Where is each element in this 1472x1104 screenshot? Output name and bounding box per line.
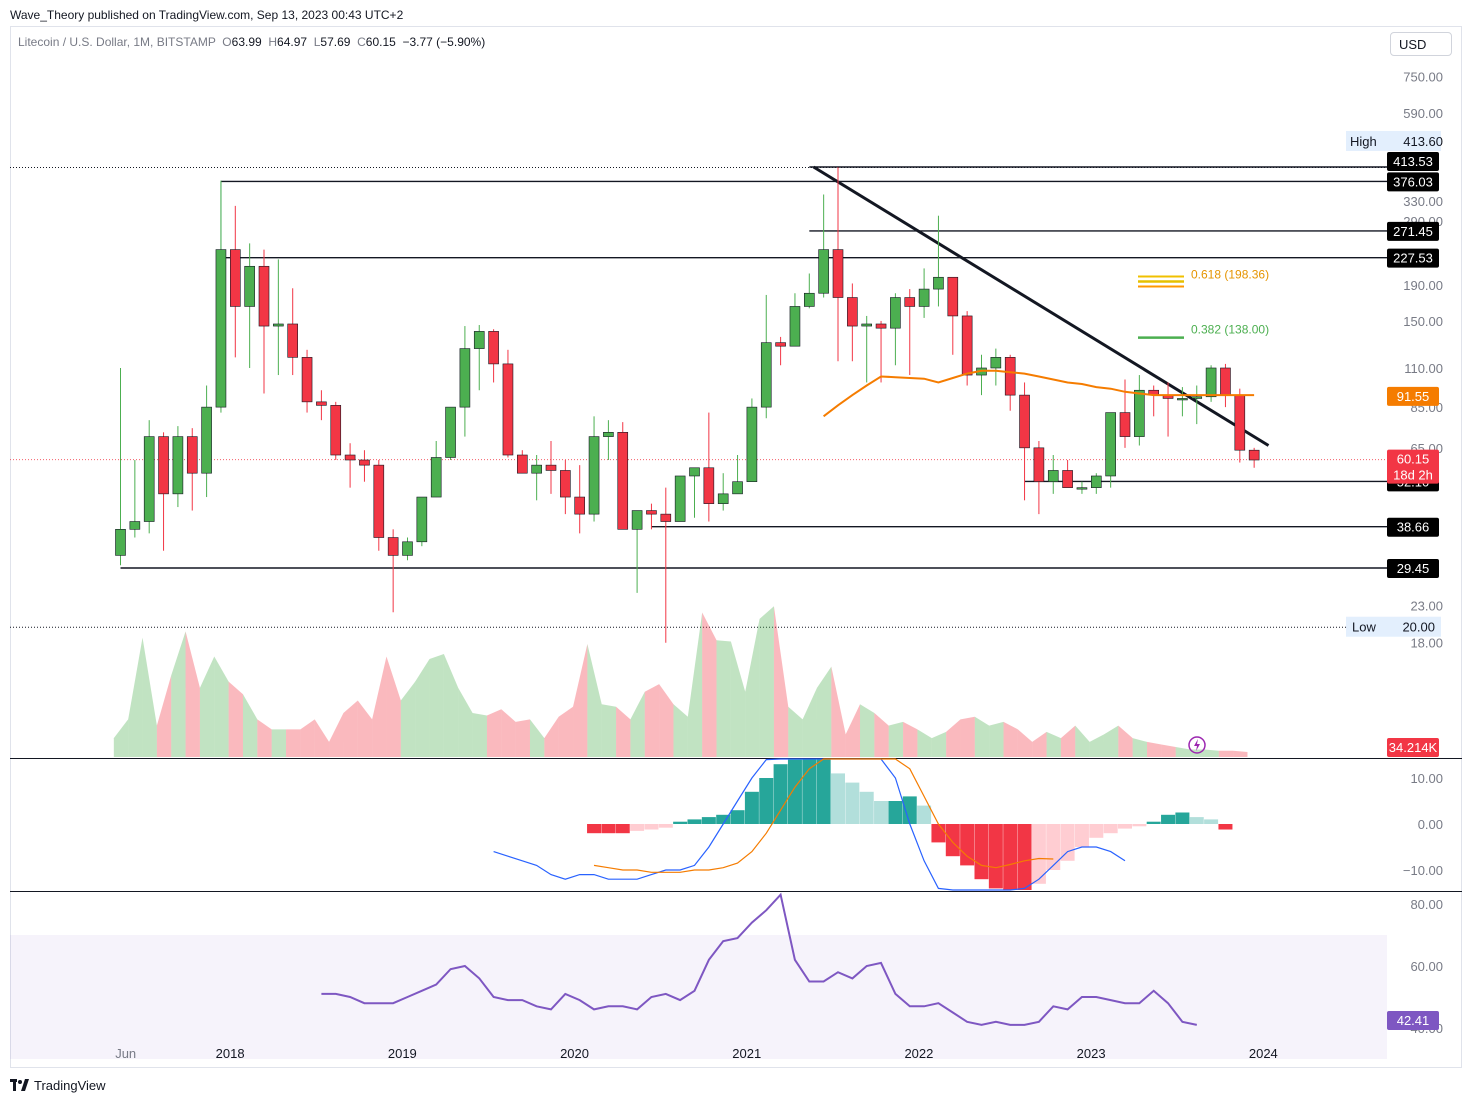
brand-label: TradingView [34, 1078, 106, 1093]
open-value: 63.99 [231, 35, 262, 49]
high-value: 64.97 [277, 35, 308, 49]
chart-frame [10, 26, 1462, 1068]
change-value: −3.77 (−5.90%) [402, 35, 486, 49]
published-line: Wave_Theory published on TradingView.com… [10, 8, 404, 22]
symbol-name[interactable]: Litecoin / U.S. Dollar, 1M, BITSTAMP [18, 35, 216, 49]
low-value: 57.69 [320, 35, 351, 49]
low-label: L [313, 35, 321, 49]
open-label: O [222, 35, 232, 49]
high-label: H [268, 35, 278, 49]
symbol-legend: Litecoin / U.S. Dollar, 1M, BITSTAMP O63… [18, 35, 485, 49]
brand-footer[interactable]: TradingView [10, 1078, 106, 1093]
close-value: 60.15 [365, 35, 396, 49]
tradingview-logo [10, 1079, 29, 1091]
currency-button[interactable]: USD [1390, 32, 1452, 56]
close-label: C [357, 35, 366, 49]
